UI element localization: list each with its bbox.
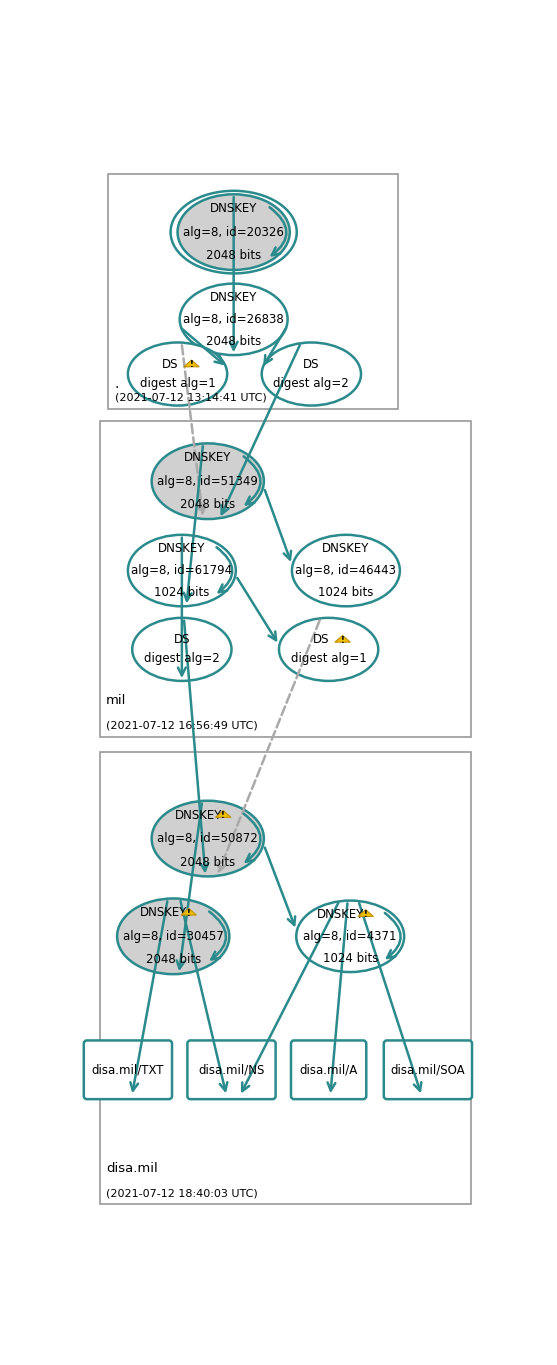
Text: 2048 bits: 2048 bits <box>206 334 261 348</box>
Ellipse shape <box>128 343 227 405</box>
Text: digest alg=1: digest alg=1 <box>291 652 367 665</box>
Text: (2021-07-12 16:56:49 UTC): (2021-07-12 16:56:49 UTC) <box>106 721 258 730</box>
Text: alg=8, id=20326: alg=8, id=20326 <box>183 225 284 239</box>
Text: (2021-07-12 13:14:41 UTC): (2021-07-12 13:14:41 UTC) <box>115 393 266 403</box>
Text: alg=8, id=30457: alg=8, id=30457 <box>123 930 223 943</box>
Polygon shape <box>216 811 231 818</box>
Text: alg=8, id=51349: alg=8, id=51349 <box>157 475 258 487</box>
Text: 2048 bits: 2048 bits <box>145 953 201 966</box>
Text: DNSKEY: DNSKEY <box>158 542 206 556</box>
Polygon shape <box>184 360 199 367</box>
Text: alg=8, id=50872: alg=8, id=50872 <box>158 833 258 845</box>
Text: !: ! <box>221 811 225 820</box>
Text: disa.mil/SOA: disa.mil/SOA <box>390 1063 465 1077</box>
Ellipse shape <box>178 194 290 270</box>
Polygon shape <box>358 909 373 916</box>
Text: mil: mil <box>106 695 126 707</box>
Ellipse shape <box>152 801 264 876</box>
Text: alg=8, id=46443: alg=8, id=46443 <box>295 564 397 577</box>
Text: DNSKEY: DNSKEY <box>210 291 257 303</box>
FancyBboxPatch shape <box>291 1040 367 1099</box>
Text: DNSKEY: DNSKEY <box>184 452 232 464</box>
Text: 1024 bits: 1024 bits <box>318 586 374 599</box>
Text: 2048 bits: 2048 bits <box>206 248 261 262</box>
Text: alg=8, id=61794: alg=8, id=61794 <box>131 564 232 577</box>
Text: DNSKEY: DNSKEY <box>175 808 222 822</box>
Text: !: ! <box>187 909 190 917</box>
Text: DS: DS <box>303 358 320 371</box>
Text: DS: DS <box>312 633 329 647</box>
FancyBboxPatch shape <box>84 1040 172 1099</box>
Ellipse shape <box>279 618 378 681</box>
Text: DNSKEY: DNSKEY <box>322 542 370 556</box>
Text: alg=8, id=4371: alg=8, id=4371 <box>304 930 397 943</box>
Text: disa.mil/TXT: disa.mil/TXT <box>92 1063 164 1077</box>
Text: disa.mil: disa.mil <box>106 1162 158 1175</box>
Text: disa.mil/NS: disa.mil/NS <box>198 1063 265 1077</box>
Ellipse shape <box>132 618 232 681</box>
Text: 2048 bits: 2048 bits <box>180 856 236 868</box>
Text: 1024 bits: 1024 bits <box>323 951 378 965</box>
Bar <box>100 752 471 1204</box>
Bar <box>109 175 398 408</box>
Ellipse shape <box>296 901 404 972</box>
Text: 1024 bits: 1024 bits <box>154 586 209 599</box>
Ellipse shape <box>292 535 400 606</box>
Text: DS: DS <box>174 633 190 647</box>
Polygon shape <box>335 636 350 642</box>
Text: DS: DS <box>162 358 178 371</box>
Ellipse shape <box>262 343 361 405</box>
Polygon shape <box>181 909 197 915</box>
Text: !: ! <box>341 636 345 644</box>
Text: DNSKEY: DNSKEY <box>140 906 188 920</box>
Text: disa.mil/A: disa.mil/A <box>300 1063 358 1077</box>
Text: alg=8, id=26838: alg=8, id=26838 <box>183 313 284 326</box>
Text: !: ! <box>364 910 368 919</box>
Text: 2048 bits: 2048 bits <box>180 498 236 511</box>
Text: DNSKEY: DNSKEY <box>210 202 257 216</box>
Text: digest alg=2: digest alg=2 <box>273 377 349 390</box>
Text: (2021-07-12 18:40:03 UTC): (2021-07-12 18:40:03 UTC) <box>106 1188 258 1198</box>
Ellipse shape <box>152 444 264 519</box>
Bar <box>100 422 471 737</box>
Ellipse shape <box>117 898 229 975</box>
Text: digest alg=1: digest alg=1 <box>140 377 216 390</box>
Text: !: ! <box>189 360 193 370</box>
Ellipse shape <box>128 535 236 606</box>
FancyBboxPatch shape <box>384 1040 472 1099</box>
Text: digest alg=2: digest alg=2 <box>144 652 219 665</box>
FancyBboxPatch shape <box>187 1040 276 1099</box>
Text: DNSKEY: DNSKEY <box>317 908 365 920</box>
Ellipse shape <box>180 284 287 355</box>
Text: .: . <box>115 377 119 390</box>
